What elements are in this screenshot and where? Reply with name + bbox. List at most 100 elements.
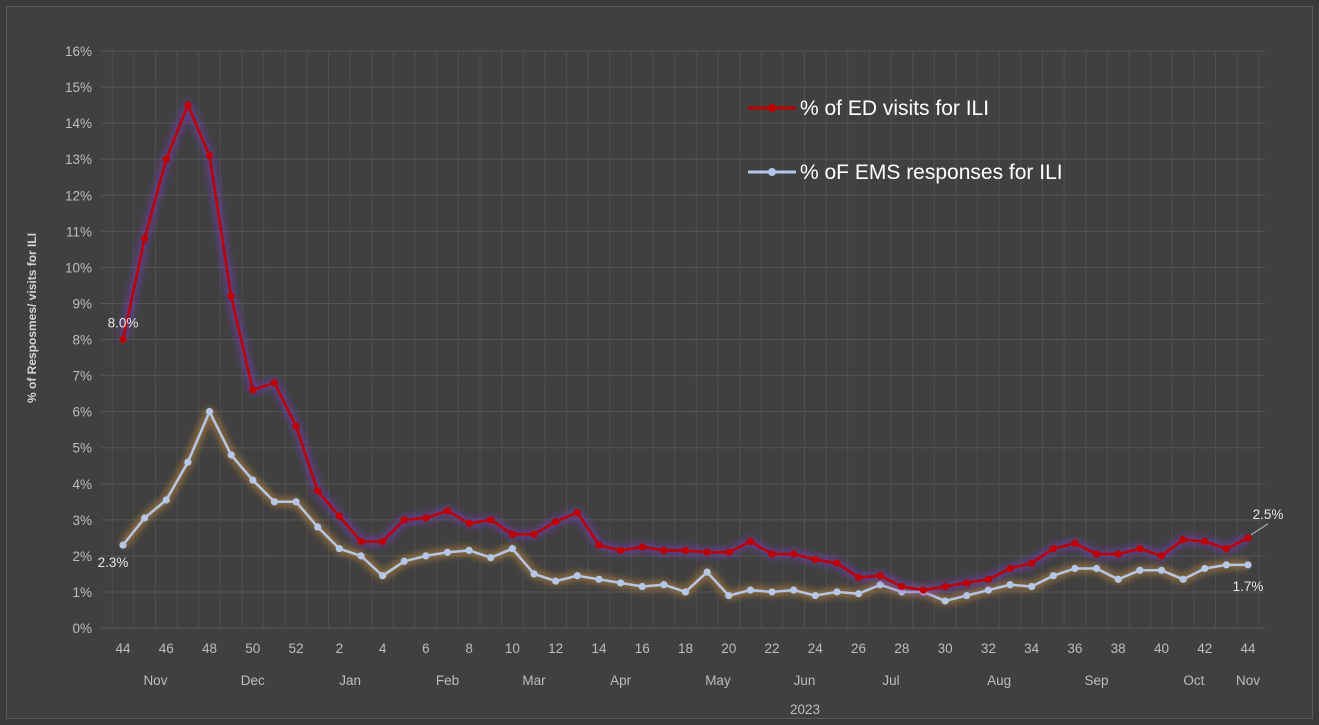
x-tick-label: 2 — [336, 641, 344, 656]
x-tick-label: 42 — [1197, 641, 1212, 656]
data-point — [184, 458, 192, 466]
data-point — [984, 586, 992, 594]
x-tick-label: 14 — [591, 641, 607, 656]
data-point — [768, 550, 776, 558]
x-tick-label: 44 — [1240, 641, 1256, 656]
data-point — [1201, 564, 1209, 573]
x-tick-label: 44 — [115, 641, 131, 656]
series-glow — [118, 100, 1251, 595]
x-tick-label: 8 — [465, 641, 473, 656]
data-point — [1222, 561, 1230, 569]
y-tick-label: 1% — [72, 585, 92, 600]
month-label: Jul — [882, 673, 899, 688]
data-point — [1092, 564, 1101, 573]
data-point — [249, 386, 257, 394]
data-point — [335, 545, 343, 553]
legend-item-ems: % oF EMS responses for ILI — [748, 161, 1063, 184]
legend-item-ed: % of ED visits for ILI — [748, 97, 989, 120]
data-point — [508, 545, 517, 553]
data-point — [746, 586, 755, 594]
data-point — [422, 514, 430, 522]
y-tick-label: 15% — [65, 80, 92, 95]
data-point — [1244, 534, 1252, 542]
data-point — [119, 335, 127, 344]
data-point — [270, 498, 279, 506]
data-point — [357, 552, 365, 560]
data-point — [573, 572, 581, 580]
data-point — [1157, 552, 1166, 560]
data-point — [725, 591, 733, 600]
x-tick-label: 52 — [289, 641, 304, 656]
data-point — [681, 546, 690, 555]
data-point — [443, 548, 452, 556]
data-point — [1049, 545, 1057, 553]
legend-label-ems: % oF EMS responses for ILI — [800, 161, 1063, 184]
data-point — [963, 591, 971, 600]
y-axis-ticks: 0% 1% 2% 3% 4% 5% 6% 7% 8% 9% 10% 11% 12% 13% 14% 15% 16… — [65, 44, 92, 636]
data-label: 2.3% — [98, 555, 129, 570]
month-label: Aug — [987, 673, 1011, 688]
data-point — [638, 582, 646, 591]
series-line — [121, 103, 1249, 592]
data-point — [1201, 537, 1209, 546]
data-point — [552, 518, 560, 526]
data-point — [487, 516, 495, 524]
x-tick-label: 38 — [1111, 641, 1126, 656]
data-point — [854, 573, 863, 582]
x-tick-label: 34 — [1024, 641, 1040, 656]
data-point — [508, 530, 517, 538]
data-point — [833, 559, 841, 567]
data-point — [1114, 575, 1122, 583]
data-point — [1006, 581, 1014, 589]
data-point — [1179, 536, 1187, 544]
data-point — [854, 590, 863, 598]
x-axis-week-ticks: 44 46 48 50 52 2 4 6 8 10 12 14 16 18 20 22 24 26 28 30 32 34… — [115, 641, 1256, 656]
x-tick-label: 28 — [894, 641, 909, 656]
data-point — [1136, 566, 1144, 574]
x-tick-label: 50 — [245, 641, 260, 656]
data-point — [530, 530, 538, 538]
data-point — [617, 579, 625, 587]
label-leader-line — [1250, 523, 1269, 536]
gridlines — [101, 50, 1265, 629]
data-point — [379, 537, 387, 546]
y-tick-label: 7% — [72, 369, 92, 384]
data-point — [162, 496, 170, 504]
x-axis-label: 2023 — [790, 702, 820, 717]
chart-frame — [6, 6, 1313, 719]
y-tick-label: 16% — [65, 44, 92, 59]
x-tick-label: 16 — [635, 641, 650, 656]
data-point — [617, 546, 625, 555]
data-point — [314, 487, 322, 495]
data-point — [162, 155, 170, 163]
y-tick-label: 4% — [72, 477, 92, 492]
y-tick-label: 9% — [72, 296, 92, 311]
data-point — [703, 568, 711, 576]
month-label: Dec — [241, 673, 265, 688]
data-point — [768, 588, 776, 596]
data-label: 1.7% — [1233, 579, 1264, 594]
data-point — [314, 523, 322, 531]
data-point — [465, 519, 473, 528]
data-point — [746, 537, 755, 546]
y-tick-label: 8% — [72, 333, 92, 348]
data-point — [1071, 564, 1079, 573]
data-point — [422, 552, 430, 560]
x-tick-label: 32 — [981, 641, 996, 656]
month-label: Jan — [339, 673, 361, 688]
data-point — [1222, 545, 1230, 553]
data-point — [681, 588, 690, 596]
data-point — [335, 512, 343, 520]
data-point — [595, 575, 603, 583]
data-point — [833, 588, 841, 596]
y-tick-label: 6% — [72, 405, 92, 420]
x-tick-label: 24 — [808, 641, 824, 656]
x-tick-label: 22 — [765, 641, 780, 656]
y-tick-label: 10% — [65, 260, 92, 275]
x-tick-label: 12 — [548, 641, 563, 656]
data-label: 8.0% — [108, 316, 139, 331]
x-axis-month-labels: Nov Dec Jan Feb Mar Apr May Jun Jul Aug Sep Oct Nov — [143, 673, 1260, 688]
data-point — [660, 546, 668, 555]
y-tick-label: 14% — [65, 116, 92, 131]
data-point — [984, 575, 992, 583]
